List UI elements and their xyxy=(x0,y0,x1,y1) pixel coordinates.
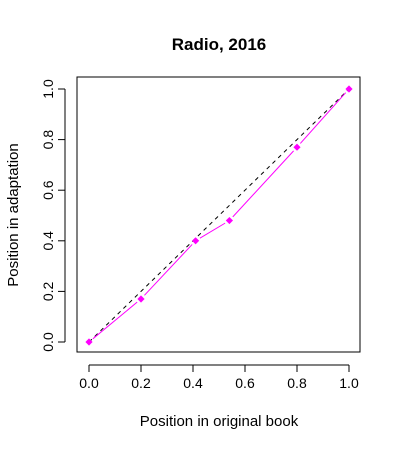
series-segment xyxy=(199,222,226,239)
chart-title: Radio, 2016 xyxy=(172,35,267,54)
x-tick-label: 0.0 xyxy=(79,375,99,391)
y-tick-label: 1.0 xyxy=(40,79,56,99)
data-point-marker xyxy=(192,237,200,245)
x-tick-label: 0.8 xyxy=(287,375,307,391)
data-point-marker xyxy=(85,338,93,346)
reference-diagonal-line xyxy=(88,88,350,343)
y-tick-label: 0.0 xyxy=(40,332,56,352)
data-point-marker xyxy=(345,85,353,93)
y-axis-label: Position in adaptation xyxy=(5,143,22,286)
plot-area xyxy=(76,76,361,353)
data-point-marker xyxy=(225,216,233,225)
series-segment xyxy=(92,301,138,340)
x-tick-label: 0.2 xyxy=(131,375,151,391)
x-axis-label: Position in original book xyxy=(140,413,299,430)
data-point-marker xyxy=(293,143,301,151)
y-axis: 0.0 0.2 0.4 0.6 0.8 1.0 xyxy=(40,79,66,352)
series-segment xyxy=(144,244,193,296)
series-segment xyxy=(232,150,294,218)
x-tick-label: 0.4 xyxy=(183,375,203,391)
x-tick-label: 0.6 xyxy=(235,375,255,391)
y-tick-label: 0.4 xyxy=(40,231,56,251)
x-axis: 0.0 0.2 0.4 0.6 0.8 1.0 xyxy=(79,364,359,391)
y-tick-label: 0.6 xyxy=(40,180,56,200)
series-group xyxy=(85,85,353,346)
series-segment xyxy=(299,92,347,144)
reference-line-group xyxy=(88,88,350,343)
data-point-marker xyxy=(137,295,145,303)
y-tick-label: 0.8 xyxy=(40,130,56,150)
y-tick-label: 0.2 xyxy=(40,281,56,301)
x-tick-label: 1.0 xyxy=(339,375,359,391)
